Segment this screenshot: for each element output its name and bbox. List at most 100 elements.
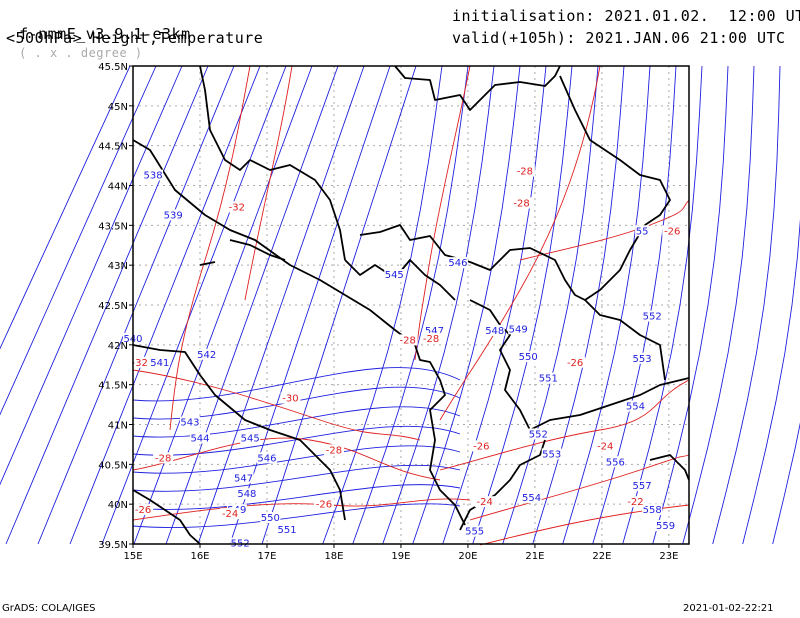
coastline-border <box>132 344 346 521</box>
height-contour-label-bg <box>277 524 298 536</box>
temperature-contour-label-bg <box>421 332 442 344</box>
height-contour-line <box>132 503 461 529</box>
contour-labels: 5385395405415425435445455465475485495505… <box>123 165 683 550</box>
y-tick-label: 44N <box>108 182 128 193</box>
y-tick-label: 44.5N <box>98 142 128 153</box>
temperature-contour-label: -22 <box>627 497 643 508</box>
height-contour-label: 549 <box>509 324 528 335</box>
temperature-contour-label-bg <box>511 197 532 209</box>
footer-timestamp: 2021-01-02-22:21 <box>683 603 774 614</box>
x-tick-label: 18E <box>324 551 343 562</box>
height-contour-label-bg <box>230 537 251 549</box>
height-contour-line <box>229 65 391 545</box>
height-contour-line <box>442 65 547 545</box>
height-contour-label: 545 <box>241 433 260 444</box>
temperature-contour-label: -26 <box>473 441 489 452</box>
y-tick-label: 43.5N <box>98 221 128 232</box>
height-contour-line <box>0 65 183 486</box>
height-contour-line <box>382 65 495 545</box>
height-contour-line <box>532 65 625 545</box>
height-contour-label: 547 <box>234 473 253 484</box>
height-contour-label: 538 <box>144 171 163 182</box>
x-tick-label: 21E <box>525 551 544 562</box>
height-contour-label: 553 <box>542 449 561 460</box>
height-contour-label-bg <box>196 348 217 360</box>
height-contour-label: 556 <box>606 457 625 468</box>
coastline-border <box>132 489 201 545</box>
temperature-contour-label: -28 <box>155 453 171 464</box>
height-contour-label-bg <box>632 352 653 364</box>
height-contour-line <box>37 65 235 545</box>
height-contour-label-bg <box>260 512 281 524</box>
coastline-border <box>359 224 586 301</box>
height-contour-line <box>132 484 461 510</box>
y-tick-label: 40.5N <box>98 460 128 471</box>
coastline-border <box>459 439 546 531</box>
height-contour-label-bg <box>384 269 405 281</box>
x-tick-label: 19E <box>391 551 410 562</box>
temperature-contour-label-bg <box>662 225 683 237</box>
temperature-contour-label-bg <box>397 334 418 346</box>
temperature-contour-line <box>169 65 251 431</box>
height-contour-label-bg <box>508 323 529 335</box>
height-contour-label: 551 <box>278 525 297 536</box>
temperature-contour-label-bg <box>129 356 150 368</box>
height-contour-label: 554 <box>522 493 541 504</box>
height-contour-label-bg <box>424 324 445 336</box>
height-contour-line <box>0 65 157 416</box>
coastline-border <box>529 377 690 431</box>
height-contour-label-bg <box>642 504 663 516</box>
height-contour-label: 544 <box>190 433 209 444</box>
temperature-contour-label-bg <box>514 165 535 177</box>
height-contour-label: 558 <box>643 505 662 516</box>
height-contour-label: 547 <box>425 326 444 337</box>
height-contour-label: 555 <box>465 527 484 538</box>
height-contour-line <box>472 65 573 545</box>
temperature-contour-label: -24 <box>477 497 493 508</box>
temperature-contour-label-bg <box>280 392 301 404</box>
temperature-contour-label-bg <box>153 452 174 464</box>
height-contour-label: 546 <box>257 453 276 464</box>
init-time: initialisation: 2021.01.02. 12:00 UTC <box>452 7 800 25</box>
coastline-border <box>199 65 346 261</box>
height-contour-label-bg <box>163 209 184 221</box>
height-contour-label-bg <box>635 225 650 237</box>
height-contour-line <box>682 65 755 545</box>
x-tick-label: 16E <box>190 551 209 562</box>
height-contour-label-bg <box>625 400 646 412</box>
height-contour-label: 559 <box>656 521 675 532</box>
height-contour-label-bg <box>605 456 626 468</box>
model-name: f-nmmE_v3.9.1-e3km <box>19 25 191 43</box>
coastline-border <box>559 75 671 226</box>
height-contour-label: 548 <box>237 489 256 500</box>
height-contour-label: 553 <box>633 354 652 365</box>
grid-lines <box>133 66 689 544</box>
temperature-contour-label: -26 <box>664 226 680 237</box>
height-contour-line <box>712 65 781 545</box>
height-contour-label-bg <box>655 520 676 532</box>
credit-label: GrADS: COLA/IGES <box>2 603 96 614</box>
height-contour-label: 55 <box>636 226 649 237</box>
temperature-contour-label: -30 <box>282 394 298 405</box>
height-contour-label: 552 <box>643 312 662 323</box>
unit-note: ( . x . degree ) <box>19 46 143 60</box>
valid-time: valid(+105h): 2021.JAN.06 21:00 UTC <box>452 29 786 47</box>
y-tick-label: 45N <box>108 102 128 113</box>
temperature-contour-line <box>244 65 293 301</box>
height-contour-label: 545 <box>385 270 404 281</box>
plot-frame <box>132 65 690 545</box>
temperature-contour-label-bg <box>226 201 247 213</box>
height-contour-label-bg <box>240 432 261 444</box>
y-tick-label: 43N <box>108 261 128 272</box>
temperature-contour-label: -26 <box>316 500 332 511</box>
y-tick-label: 41N <box>108 421 128 432</box>
height-contour-label-bg <box>642 310 663 322</box>
height-contour-line <box>132 464 461 492</box>
height-contour-line <box>322 65 443 545</box>
height-contour-label-bg <box>521 492 542 504</box>
temperature-contour-label-bg <box>625 496 646 508</box>
height-contour-line <box>69 65 261 545</box>
coastlines-borders <box>132 65 690 545</box>
temperature-contour-label: -26 <box>135 505 151 516</box>
temperature-contour-label: -28 <box>513 198 529 209</box>
